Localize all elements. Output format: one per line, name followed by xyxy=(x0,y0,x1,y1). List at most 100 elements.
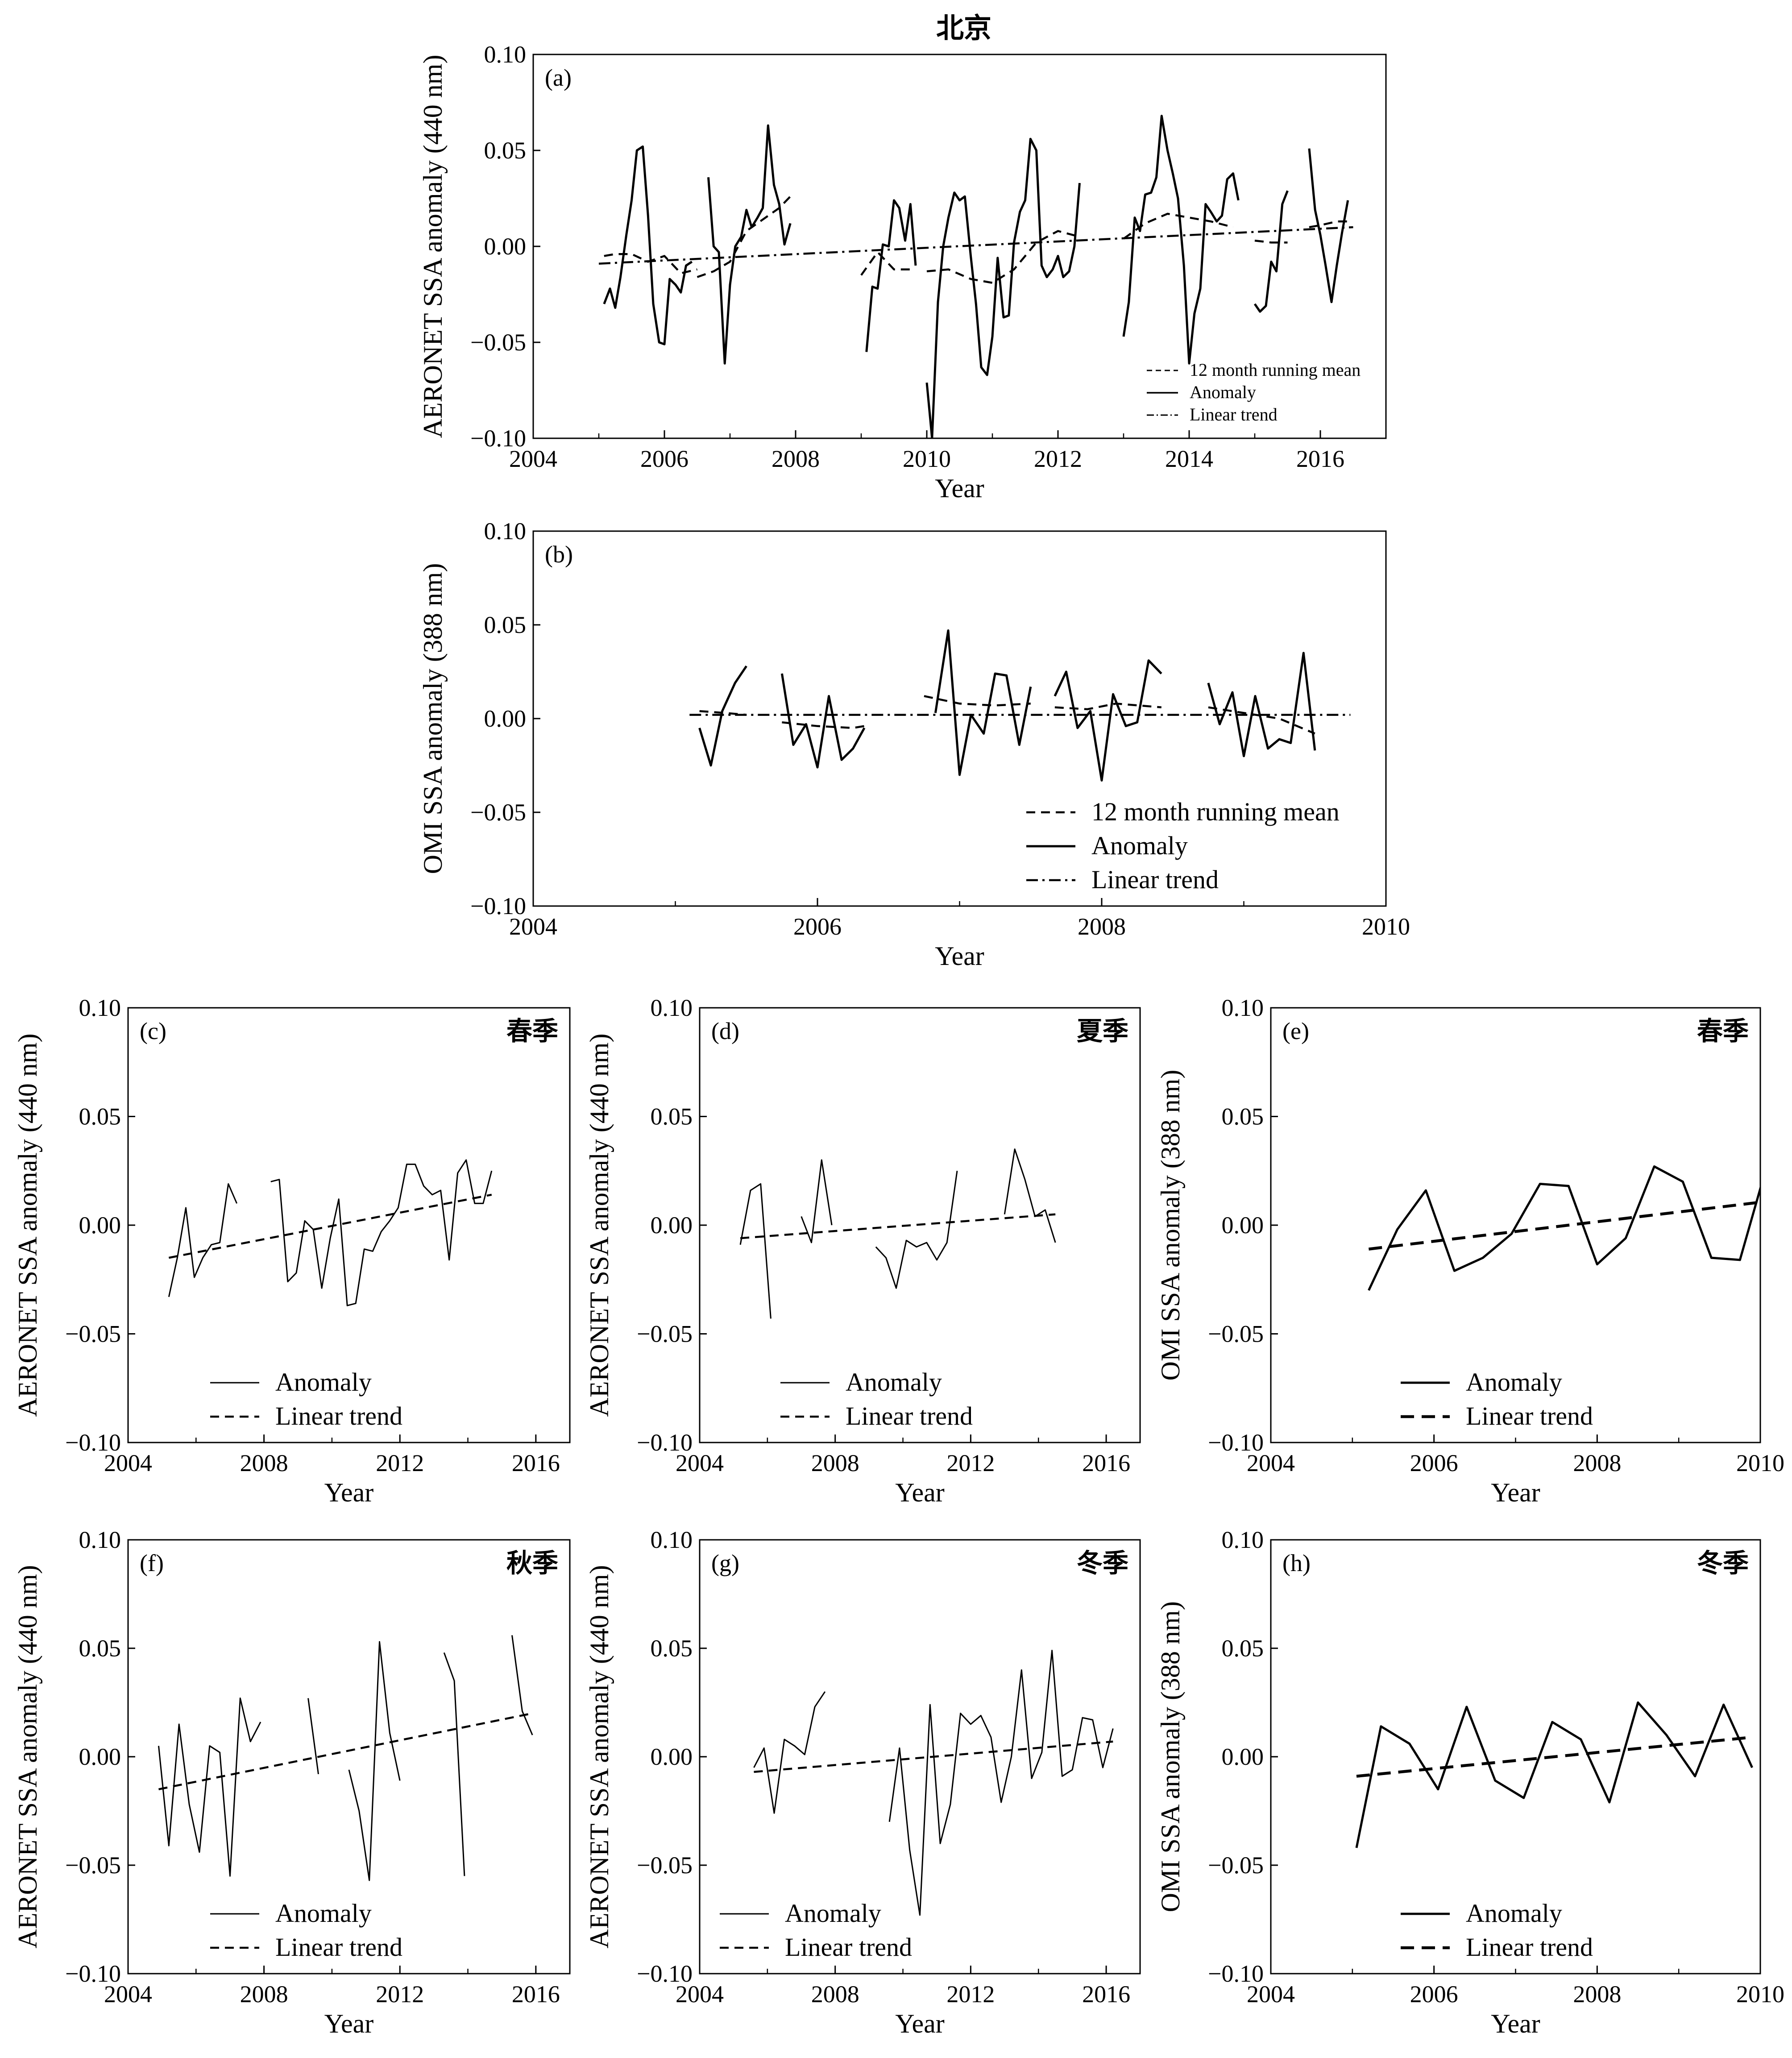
y-tick-label: 0.00 xyxy=(1222,1743,1264,1770)
series-line-12-month-running-mean xyxy=(860,251,911,276)
legend-label-anomaly: Anomaly xyxy=(1466,1899,1562,1928)
y-tick-label: −0.05 xyxy=(470,799,526,826)
y-axis-label: OMI SSA anomaly (388 nm) xyxy=(418,563,448,874)
y-tick-label: −0.05 xyxy=(1208,1321,1264,1347)
series-line-anomaly xyxy=(865,199,917,352)
series-line-linear-trend xyxy=(1369,1201,1760,1251)
x-tick-label: 2010 xyxy=(1736,1981,1784,2008)
legend: Anomaly Linear trend xyxy=(780,1368,973,1430)
legend: Anomaly Linear trend xyxy=(1401,1899,1593,1962)
x-tick-label: 2008 xyxy=(1573,1450,1621,1476)
plot-area xyxy=(739,1148,1056,1319)
series-line-12-month-running-mean xyxy=(1054,703,1161,711)
plot-area xyxy=(1368,1165,1760,1291)
x-tick-label: 2004 xyxy=(676,1450,724,1476)
x-tick-label: 2004 xyxy=(104,1450,152,1476)
x-tick-label: 2004 xyxy=(1247,1450,1295,1476)
y-tick-label: −0.10 xyxy=(1208,1429,1264,1456)
y-tick-label: 0.00 xyxy=(651,1212,693,1239)
y-tick-label: 0.10 xyxy=(484,518,527,545)
y-tick-label: 0.10 xyxy=(651,994,693,1021)
y-tick-label: 0.00 xyxy=(484,233,527,260)
chart-panel-e: −0.10 −0.05 0.00 0.05 0.10 2004 2006 2008 2010 Ye… xyxy=(1156,994,1784,1507)
y-tick-label: 0.10 xyxy=(484,41,527,68)
legend-label-12-month-running-mean: 12 month running mean xyxy=(1091,797,1340,826)
legend-label-anomaly: Anomaly xyxy=(785,1899,881,1928)
x-axis-label: Year xyxy=(324,2009,374,2038)
y-tick-label: 0.05 xyxy=(79,1103,121,1130)
y-tick-label: 0.00 xyxy=(79,1212,121,1239)
legend-label-anomaly: Anomaly xyxy=(275,1899,372,1928)
y-tick-label: −0.05 xyxy=(65,1321,121,1347)
x-tick-label: 2012 xyxy=(1034,445,1082,472)
y-tick-label: −0.10 xyxy=(470,893,526,919)
series-line-12-month-running-mean xyxy=(697,195,791,278)
y-axis-label: OMI SSA anomaly (388 nm) xyxy=(1156,1070,1185,1381)
x-tick-label: 2006 xyxy=(793,913,842,940)
y-tick-label: 0.00 xyxy=(651,1743,693,1770)
series-line-anomaly xyxy=(698,665,747,767)
y-tick-label: 0.00 xyxy=(1222,1212,1264,1239)
legend: Anomaly Linear trend xyxy=(1401,1368,1593,1430)
season-label: 冬季 xyxy=(1697,1548,1749,1578)
season-label: 冬季 xyxy=(1077,1548,1128,1578)
legend: Anomaly Linear trend xyxy=(210,1368,402,1430)
legend-label-linear-trend: Linear trend xyxy=(846,1401,973,1430)
y-tick-label: 0.05 xyxy=(1222,1103,1264,1130)
season-label: 春季 xyxy=(1697,1016,1749,1046)
panel-label: (a) xyxy=(545,64,572,91)
series-line-anomaly xyxy=(707,124,792,365)
series-line-anomaly xyxy=(888,1650,1114,1916)
series-line-anomaly xyxy=(1122,115,1240,365)
chart-panel-c: −0.10 −0.05 0.00 0.05 0.10 2004 2008 2012 2016 Ye… xyxy=(13,994,571,1507)
y-tick-label: 0.10 xyxy=(79,994,121,1021)
chart-panel-d: −0.10 −0.05 0.00 0.05 0.10 2004 2008 2012 2016 Ye… xyxy=(585,994,1141,1507)
x-tick-label: 2008 xyxy=(811,1981,859,2008)
panel-label: (b) xyxy=(545,541,573,568)
legend-label-linear-trend: Linear trend xyxy=(1091,865,1219,894)
x-tick-label: 2004 xyxy=(104,1981,152,2008)
x-tick-label: 2006 xyxy=(640,445,689,472)
series-line-anomaly xyxy=(1004,1148,1056,1243)
series-line-anomaly xyxy=(270,1159,493,1306)
legend-label-anomaly: Anomaly xyxy=(1091,831,1188,860)
y-tick-label: 0.10 xyxy=(1222,994,1264,1021)
y-tick-label: 0.05 xyxy=(651,1635,693,1662)
x-tick-label: 2004 xyxy=(509,445,557,472)
plot-frame xyxy=(532,530,1387,907)
x-tick-label: 2012 xyxy=(376,1450,424,1476)
legend-label-anomaly: Anomaly xyxy=(275,1368,372,1397)
plot-area xyxy=(1355,1701,1753,1848)
y-tick-label: 0.10 xyxy=(79,1526,121,1553)
series-line-anomaly xyxy=(307,1698,319,1775)
series-line-12-month-running-mean xyxy=(926,230,1080,284)
series-line-anomaly xyxy=(1368,1165,1760,1291)
y-axis-label: AERONET SSA anomaly (440 nm) xyxy=(585,1034,614,1417)
y-tick-label: −0.05 xyxy=(637,1321,693,1347)
y-tick-label: 0.05 xyxy=(484,611,527,638)
legend-label-anomaly: Anomaly xyxy=(846,1368,942,1397)
panel-label: (d) xyxy=(711,1018,739,1044)
x-tick-label: 2008 xyxy=(1078,913,1126,940)
panel-label: (e) xyxy=(1282,1018,1309,1044)
legend-label-12-month-running-mean: 12 month running mean xyxy=(1190,360,1361,380)
plot-frame xyxy=(532,54,1387,439)
legend-label-anomaly: Anomaly xyxy=(1466,1368,1562,1397)
x-axis-label: Year xyxy=(895,1478,945,1507)
series-line-linear-trend xyxy=(158,1712,533,1791)
y-tick-label: −0.10 xyxy=(1208,1960,1264,1987)
legend-label-linear-trend: Linear trend xyxy=(1466,1933,1593,1962)
series-line-anomaly xyxy=(1207,652,1316,757)
series-line-anomaly xyxy=(753,1691,826,1814)
series-line-anomaly xyxy=(934,629,1032,776)
panel-label: (c) xyxy=(140,1018,166,1044)
x-tick-label: 2004 xyxy=(509,913,557,940)
y-tick-label: −0.10 xyxy=(637,1429,693,1456)
x-tick-label: 2014 xyxy=(1165,445,1213,472)
legend-label-anomaly: Anomaly xyxy=(1190,382,1256,402)
series-line-12-month-running-mean xyxy=(1254,239,1288,244)
series-line-anomaly xyxy=(1308,148,1349,304)
x-tick-label: 2012 xyxy=(376,1981,424,2008)
x-tick-label: 2004 xyxy=(1247,1981,1295,2008)
